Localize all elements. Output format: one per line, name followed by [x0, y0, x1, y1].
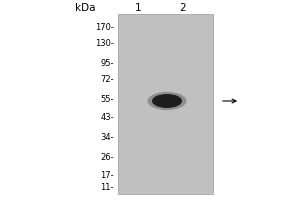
Text: 43-: 43- — [100, 114, 114, 122]
Text: 1: 1 — [135, 3, 141, 13]
Text: 17-: 17- — [100, 170, 114, 180]
Text: 95-: 95- — [100, 58, 114, 68]
Text: kDa: kDa — [74, 3, 95, 13]
Text: 55-: 55- — [100, 96, 114, 104]
Text: 2: 2 — [180, 3, 186, 13]
Text: 26-: 26- — [100, 152, 114, 162]
Text: 130-: 130- — [95, 40, 114, 48]
Text: 72-: 72- — [100, 75, 114, 84]
Bar — [118, 14, 213, 194]
Text: 170-: 170- — [95, 23, 114, 32]
Text: 34-: 34- — [100, 134, 114, 142]
Text: 11-: 11- — [100, 184, 114, 192]
Ellipse shape — [152, 94, 182, 108]
Ellipse shape — [148, 92, 187, 110]
